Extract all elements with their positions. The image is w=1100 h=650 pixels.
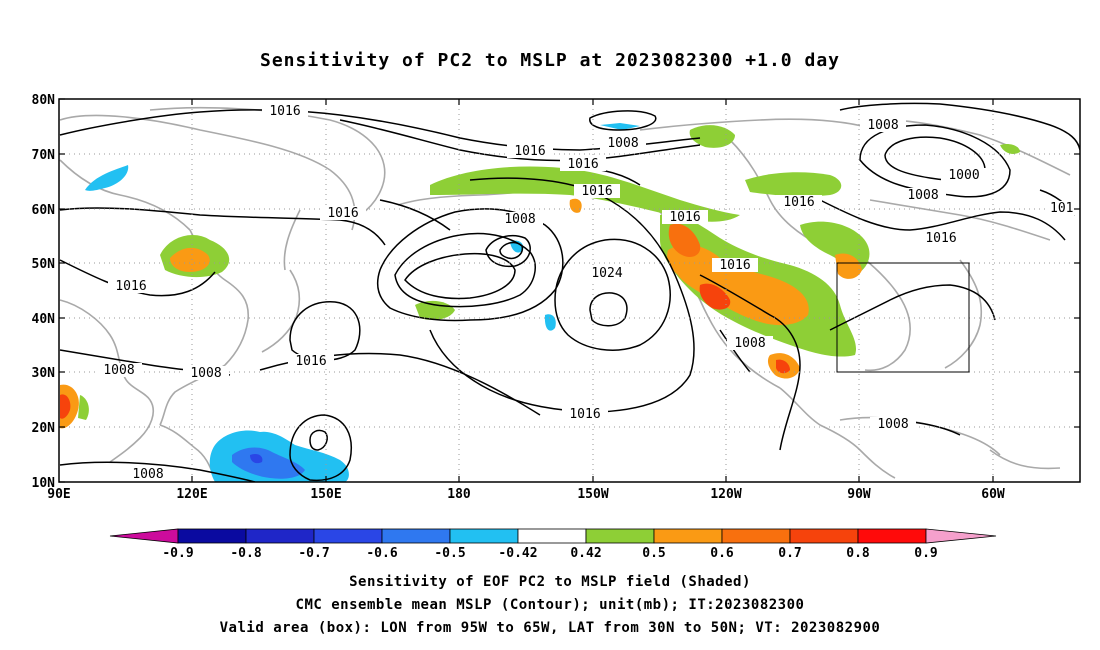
lon-label: 90E	[47, 487, 70, 502]
map-figure: 1016 1008 1016 1016 1016 1016 1008 1008 …	[32, 93, 1081, 561]
contour-label: 101	[1050, 201, 1073, 216]
contour-label: 1016	[925, 231, 956, 246]
axis-ticks	[59, 98, 1080, 483]
contour-label: 1008	[607, 136, 638, 151]
map-title: Sensitivity of PC2 to MSLP at 2023082300…	[259, 50, 840, 71]
lat-label: 80N	[32, 93, 56, 108]
contour-label: 1008	[867, 118, 898, 133]
colorbar-arrow-left	[109, 528, 179, 544]
colorbar-label: -0.42	[498, 546, 537, 561]
colorbar-label: 0.6	[710, 546, 734, 561]
colorbar-swatch	[381, 528, 451, 544]
contour-label: 1016	[269, 104, 300, 119]
contour-label: 1016	[115, 279, 146, 294]
contour-label: 1008	[877, 417, 908, 432]
contour-label: 1016	[719, 258, 750, 273]
contour-label: 1016	[581, 184, 612, 199]
lon-label: 150E	[310, 487, 341, 502]
colorbar-label: -0.6	[366, 546, 397, 561]
contour-labels: 1016 1008 1016 1016 1016 1016 1008 1008 …	[96, 104, 1080, 482]
contour-label: 1000	[948, 168, 979, 183]
colorbar-swatch	[245, 528, 315, 544]
lon-label: 90W	[847, 487, 871, 502]
colorbar-label: 0.42	[570, 546, 601, 561]
contour-label: 1008	[907, 188, 938, 203]
colorbar-label: -0.8	[230, 546, 261, 561]
colorbar-swatch	[585, 528, 655, 544]
colorbar-label: -0.7	[298, 546, 329, 561]
contour-label: 1016	[567, 157, 598, 172]
sensitivity-shading	[60, 123, 1020, 482]
lon-label: 120W	[710, 487, 741, 502]
colorbar-label: 0.8	[846, 546, 870, 561]
lat-label: 20N	[32, 421, 56, 436]
contour-label: 1008	[132, 467, 163, 482]
latitude-labels: 80N 70N 60N 50N 40N 30N 20N 10N	[32, 93, 56, 491]
graticule	[59, 99, 1080, 482]
colorbar: -0.9 -0.8 -0.7 -0.6 -0.5 -0.42 0.42 0.5 …	[109, 528, 997, 561]
colorbar-swatch	[177, 528, 247, 544]
contour-label: 1024	[591, 266, 622, 281]
map-frame	[58, 98, 1081, 483]
coastlines	[59, 106, 1071, 481]
contour-label: 1016	[514, 144, 545, 159]
colorbar-label: 0.5	[642, 546, 665, 561]
contour-label: 1008	[190, 366, 221, 381]
caption-line-3: Valid area (box): LON from 95W to 65W, L…	[219, 620, 881, 636]
colorbar-swatch	[857, 528, 927, 544]
colorbar-label: -0.9	[162, 546, 193, 561]
colorbar-swatch	[653, 528, 723, 544]
colorbar-arrow-right	[925, 528, 997, 544]
colorbar-label: 0.7	[778, 546, 801, 561]
lon-label: 60W	[981, 487, 1005, 502]
longitude-labels: 90E 120E 150E 180 150W 120W 90W 60W	[47, 487, 1005, 502]
contour-label: 1016	[569, 407, 600, 422]
contour-label: 1016	[783, 195, 814, 210]
contour-label: 1008	[103, 363, 134, 378]
colorbar-swatch	[449, 528, 519, 544]
lon-label: 150W	[577, 487, 608, 502]
lon-label: 180	[447, 487, 471, 502]
lat-label: 70N	[32, 148, 56, 163]
contour-label: 1016	[327, 206, 358, 221]
colorbar-label: 0.9	[914, 546, 937, 561]
colorbar-label: -0.5	[434, 546, 465, 561]
colorbar-swatch	[789, 528, 859, 544]
caption-line-1: Sensitivity of EOF PC2 to MSLP field (Sh…	[349, 574, 751, 590]
contour-label: 1008	[504, 212, 535, 227]
lat-label: 40N	[32, 312, 56, 327]
colorbar-swatch	[721, 528, 791, 544]
contour-label: 1016	[295, 354, 326, 369]
lat-label: 30N	[32, 366, 56, 381]
lon-label: 120E	[176, 487, 207, 502]
lat-label: 10N	[32, 476, 56, 491]
colorbar-swatch	[517, 528, 587, 544]
contour-label: 1008	[734, 336, 765, 351]
contour-label: 1016	[669, 210, 700, 225]
colorbar-swatch	[313, 528, 383, 544]
valid-area-box	[836, 262, 970, 373]
lat-label: 50N	[32, 257, 56, 272]
lat-label: 60N	[32, 203, 56, 218]
caption-line-2: CMC ensemble mean MSLP (Contour); unit(m…	[295, 597, 805, 613]
